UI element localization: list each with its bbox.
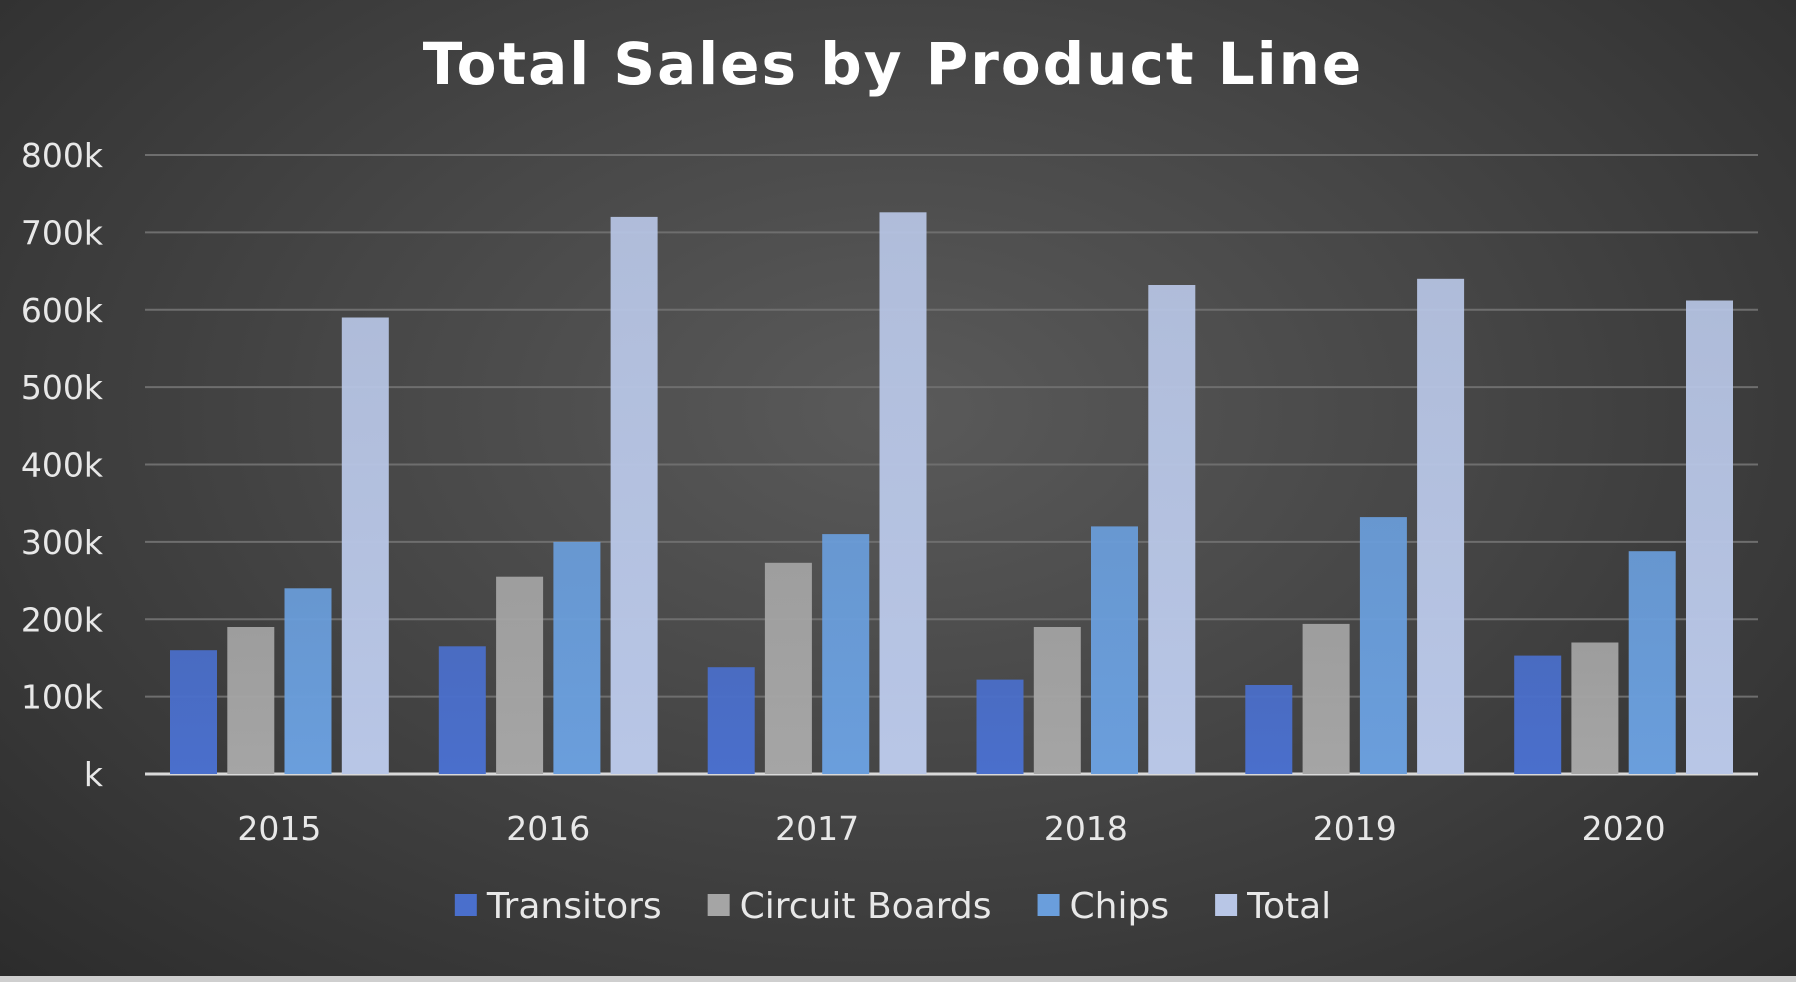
bar-transitors-2020: [1514, 655, 1562, 774]
bar-total-2018: [1148, 285, 1196, 774]
bar-circuit-boards-2019: [1302, 623, 1350, 774]
bar-chips-2015: [284, 588, 332, 774]
bar-chips-2018: [1091, 526, 1138, 774]
legend-swatch-transitors: [454, 894, 477, 916]
bar-transitors-2016: [438, 646, 486, 774]
bar-total-2017: [879, 212, 927, 775]
legend-label: Circuit Boards: [740, 886, 992, 927]
bar-circuit-boards-2018: [1033, 627, 1081, 774]
legend-swatch-total: [1215, 894, 1238, 916]
legend: Transitors Circuit Boards Chips Total: [454, 886, 1331, 927]
x-tick-label: 2016: [506, 809, 590, 848]
bar-circuit-boards-2016: [496, 576, 544, 774]
legend-swatch-chips: [1037, 894, 1060, 916]
x-tick-label: 2018: [1044, 809, 1128, 848]
x-tick-label: 2015: [237, 809, 321, 848]
y-axis-tick-labels: k 100k 200k 300k 400k 500k 600k 700k 800k: [21, 136, 104, 794]
y-tick-label: 400k: [21, 446, 104, 485]
bar-transitors-2015: [170, 650, 217, 774]
y-tick-label: 200k: [21, 600, 104, 639]
bar-circuit-boards-2020: [1571, 642, 1619, 774]
y-tick-label: 100k: [21, 678, 104, 717]
bar-transitors-2017: [707, 667, 755, 774]
bar-total-2020: [1686, 300, 1733, 774]
x-tick-label: 2019: [1313, 809, 1397, 848]
bars: [170, 212, 1733, 775]
bar-chips-2019: [1359, 517, 1407, 774]
bar-circuit-boards-2015: [227, 627, 275, 774]
y-tick-label: 800k: [21, 136, 104, 175]
legend-label: Chips: [1070, 886, 1170, 927]
chart-title: Total Sales by Product Line: [423, 30, 1364, 98]
x-tick-label: 2020: [1582, 809, 1666, 848]
x-axis-tick-labels: 2015 2016 2017 2018 2019 2020: [237, 809, 1665, 848]
y-tick-label: 500k: [21, 368, 104, 407]
gridlines: [145, 154, 1758, 776]
y-tick-label: k: [84, 755, 104, 794]
bar-chips-2017: [822, 534, 870, 774]
legend-label: Total: [1246, 886, 1331, 927]
bar-chips-2016: [553, 541, 601, 774]
legend-label: Transitors: [486, 886, 662, 927]
y-tick-label: 300k: [21, 523, 104, 562]
bar-transitors-2018: [976, 679, 1024, 774]
legend-swatch-circuit-boards: [707, 894, 730, 916]
bar-chips-2020: [1628, 551, 1676, 774]
bar-transitors-2019: [1245, 685, 1293, 774]
bar-total-2019: [1417, 278, 1465, 774]
x-tick-label: 2017: [775, 809, 859, 848]
bar-total-2016: [610, 216, 658, 774]
bar-total-2015: [341, 317, 389, 774]
y-tick-label: 600k: [21, 291, 104, 330]
y-tick-label: 700k: [21, 213, 104, 252]
bar-circuit-boards-2017: [764, 562, 812, 774]
